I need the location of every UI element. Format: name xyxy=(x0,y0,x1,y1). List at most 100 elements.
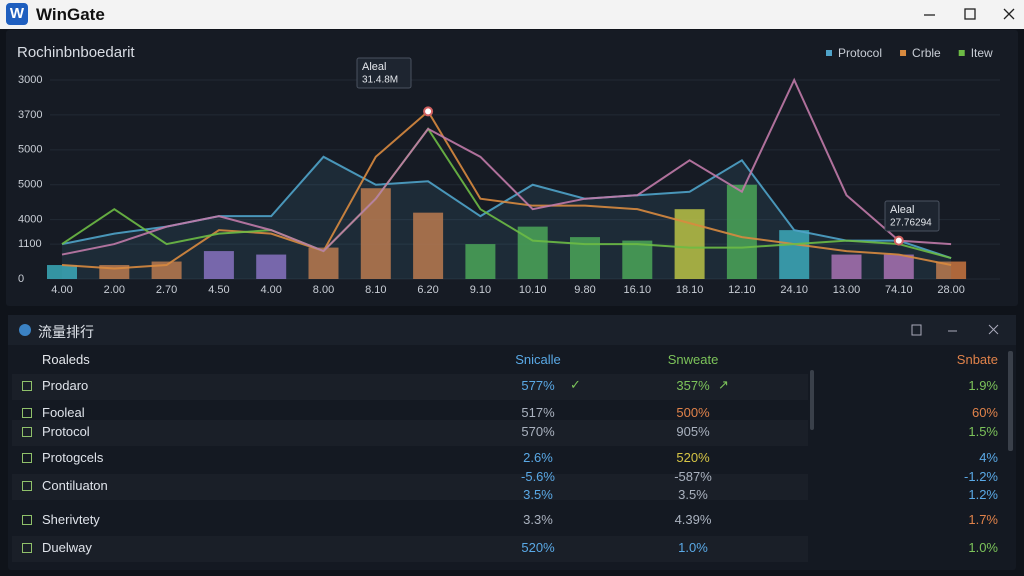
table-cell: 500% xyxy=(676,405,710,420)
trend-icon: ✓ xyxy=(570,377,581,392)
bar xyxy=(308,247,339,279)
annotation-box xyxy=(884,200,940,232)
panel-close[interactable] xyxy=(988,324,999,335)
row-background xyxy=(12,474,808,500)
bar xyxy=(831,254,862,279)
table-cell: 3.3% xyxy=(523,512,553,527)
table-cell: 1.7% xyxy=(968,512,998,527)
table-cell: 1.0% xyxy=(968,540,998,555)
x-tick-label: 4.00 xyxy=(260,284,281,296)
table-cell: -5.6% xyxy=(521,469,555,484)
scrollbar-inner[interactable] xyxy=(810,370,814,430)
table-cell: 4.39% xyxy=(674,512,712,527)
x-tick-label: 74.10 xyxy=(885,284,913,296)
y-tick-label: 1100 xyxy=(18,238,42,250)
y-tick-label: 4000 xyxy=(18,214,42,226)
panel-title: 流量排行 xyxy=(38,324,94,340)
y-tick-label: 3000 xyxy=(18,74,42,86)
bar xyxy=(203,251,234,279)
legend-swatch xyxy=(958,50,965,56)
x-tick-label: 16.10 xyxy=(624,284,652,296)
x-tick-label: 2.00 xyxy=(104,284,125,296)
annotation-text: 31.4.8M xyxy=(362,75,398,86)
table-cell: 520% xyxy=(676,450,710,465)
window-title: WinGate xyxy=(36,5,105,24)
table-cell: 1.0% xyxy=(678,540,708,555)
x-tick-label: 10.10 xyxy=(519,284,547,296)
x-tick-label: 4.50 xyxy=(208,284,229,296)
panel-controls xyxy=(911,324,999,336)
bar xyxy=(883,254,914,279)
chart-panel xyxy=(6,30,1018,306)
row-name: Fooleal xyxy=(42,405,85,420)
annotation-text: 27.76294 xyxy=(890,218,932,229)
table-cell: -587% xyxy=(674,469,712,484)
table-cell: 1.9% xyxy=(968,378,998,393)
legend-label: Protocol xyxy=(838,46,882,60)
legend-swatch xyxy=(826,50,832,56)
row-background xyxy=(12,374,808,400)
row-name: Protocol xyxy=(42,424,90,439)
annotation-point xyxy=(423,106,434,117)
x-tick-label: 12.10 xyxy=(728,284,756,296)
maximize-button[interactable] xyxy=(964,8,976,20)
row-name: Protogcels xyxy=(42,450,104,465)
panel-icon xyxy=(19,324,31,336)
annotation-title: Aleal xyxy=(890,204,914,216)
x-tick-label: 4.00 xyxy=(51,284,72,296)
table-cell: 2.6% xyxy=(523,450,553,465)
x-tick-label: 9.80 xyxy=(574,284,595,296)
table-cell: 577% xyxy=(521,378,555,393)
checkbox[interactable] xyxy=(22,515,32,525)
x-tick-label: 2.70 xyxy=(156,284,177,296)
y-tick-label: 5000 xyxy=(18,179,42,191)
row-background xyxy=(12,536,808,562)
table-cell: 4% xyxy=(979,450,998,465)
column-header: Roaleds xyxy=(42,352,90,367)
checkbox[interactable] xyxy=(22,453,32,463)
title-bar: W WinGate xyxy=(0,0,1024,29)
x-tick-label: 9.10 xyxy=(470,284,491,296)
bar xyxy=(413,212,444,279)
chart: Rochinbnboedarit 0 1100 4000 5000 5000 3700 30… xyxy=(6,30,1018,306)
legend-label: Crble xyxy=(912,46,941,60)
trend-icon: ↗ xyxy=(718,377,729,392)
scrollbar[interactable] xyxy=(1008,351,1013,451)
checkbox[interactable] xyxy=(22,427,32,437)
table-cell: 905% xyxy=(676,424,710,439)
row-name: Duelway xyxy=(42,540,92,555)
panel-header: 流量排行 xyxy=(8,315,1016,345)
x-tick-label: 8.00 xyxy=(313,284,334,296)
x-tick-label: 6.20 xyxy=(417,284,438,296)
window-controls xyxy=(924,8,1015,20)
table-cell: 3.5% xyxy=(523,487,553,502)
table-cell: 517% xyxy=(521,405,555,420)
pin-button[interactable] xyxy=(911,324,922,336)
checkbox[interactable] xyxy=(22,408,32,418)
bar xyxy=(936,261,967,279)
checkbox[interactable] xyxy=(22,381,32,391)
x-tick-label: 8.10 xyxy=(365,284,386,296)
x-tick-label: 18.10 xyxy=(676,284,704,296)
table-cell: 1.5% xyxy=(968,424,998,439)
table-cell: 60% xyxy=(971,405,998,420)
table-cell: 357% xyxy=(676,378,710,393)
table-cell: 3.5% xyxy=(678,487,708,502)
checkbox[interactable] xyxy=(22,543,32,553)
bar xyxy=(779,230,810,279)
table-cell: -1.2% xyxy=(964,469,998,484)
close-button[interactable] xyxy=(1003,8,1015,20)
annotation-title: Aleal xyxy=(362,61,386,73)
column-header: Snweate xyxy=(667,352,719,367)
y-tick-label: 5000 xyxy=(18,144,42,156)
x-tick-label: 13.00 xyxy=(833,284,861,296)
x-tick-label: 28.00 xyxy=(937,284,965,296)
table-panel: 流量排行 Roaleds Snicalle Snweate Snbate Prodaro… xyxy=(8,315,1016,570)
bar xyxy=(256,254,287,279)
chart-title: Rochinbnboedarit xyxy=(17,44,135,61)
y-tick-label: 0 xyxy=(18,273,24,285)
checkbox[interactable] xyxy=(22,481,32,491)
bar xyxy=(465,244,496,279)
row-name: Contiluaton xyxy=(42,478,108,493)
